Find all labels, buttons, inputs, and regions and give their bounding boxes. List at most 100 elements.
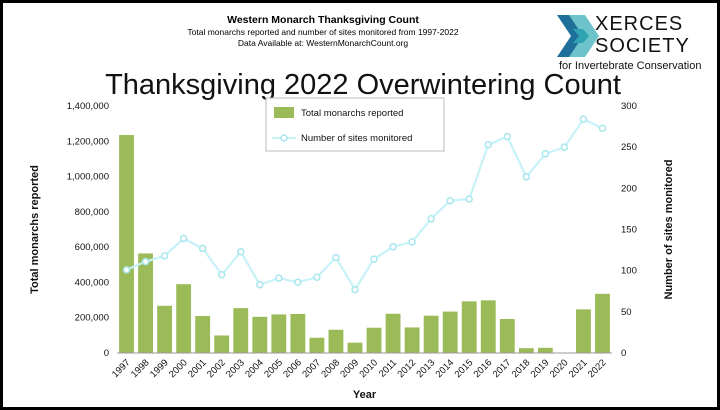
bar bbox=[290, 313, 306, 353]
line-point bbox=[217, 271, 226, 279]
header-data-note: Data Available at: WesternMonarchCount.o… bbox=[237, 38, 409, 48]
x-tick-label: 2010 bbox=[357, 357, 380, 380]
x-axis-ticks: 1997199819992000200120022003200420052006… bbox=[110, 357, 609, 380]
line-point bbox=[503, 132, 512, 141]
bar bbox=[518, 348, 534, 353]
y-axis-label: Total monarchs reported bbox=[29, 165, 41, 294]
line-point bbox=[579, 115, 588, 123]
legend-line-marker bbox=[280, 134, 288, 142]
header-title: Western Monarch Thanksgiving Count bbox=[227, 14, 419, 26]
bar bbox=[499, 319, 515, 353]
x-tick-label: 2005 bbox=[262, 357, 285, 380]
line-point bbox=[484, 140, 492, 149]
x-tick-label: 2018 bbox=[510, 357, 533, 380]
bar bbox=[214, 335, 230, 353]
legend-box bbox=[265, 97, 445, 152]
left-tick-label: 0 bbox=[104, 348, 109, 359]
left-tick-label: 1,400,000 bbox=[67, 101, 109, 112]
x-tick-label: 2009 bbox=[338, 357, 361, 380]
bar bbox=[309, 337, 325, 353]
bar bbox=[366, 327, 382, 353]
line-point bbox=[179, 234, 188, 243]
bar bbox=[461, 301, 477, 353]
left-tick-label: 400,000 bbox=[75, 277, 109, 288]
logo-line-1: XERCES bbox=[595, 13, 684, 35]
bar bbox=[347, 342, 363, 353]
bar bbox=[576, 309, 591, 353]
bar bbox=[423, 315, 439, 353]
x-tick-label: 2013 bbox=[415, 357, 438, 380]
bar bbox=[271, 314, 287, 353]
line-point bbox=[446, 196, 454, 205]
header-subtitle: Total monarchs reported and number of si… bbox=[187, 27, 459, 37]
line-point bbox=[598, 124, 607, 132]
x-tick-label: 2022 bbox=[586, 357, 609, 380]
line-point bbox=[408, 238, 416, 246]
x-tick-label: 2016 bbox=[472, 357, 495, 380]
bar bbox=[442, 311, 458, 353]
x-tick-label: 1998 bbox=[129, 357, 152, 380]
line-point bbox=[141, 257, 150, 266]
bar bbox=[537, 347, 553, 353]
bar bbox=[233, 308, 249, 353]
line-point bbox=[237, 247, 245, 256]
x-tick-label: 2003 bbox=[224, 357, 247, 380]
bar bbox=[252, 316, 268, 353]
legend-bar-swatch bbox=[274, 107, 294, 118]
line-point bbox=[560, 143, 569, 151]
chart-title: Thanksgiving 2022 Overwintering Count bbox=[105, 69, 621, 101]
left-axis-ticks: 0 200,000 400,000 600,000 800,000 1,000,000 1,… bbox=[67, 101, 109, 359]
line-point bbox=[198, 244, 207, 253]
line-point bbox=[370, 255, 378, 263]
x-tick-label: 2004 bbox=[243, 357, 266, 380]
left-tick-label: 800,000 bbox=[75, 207, 109, 218]
legend-bar-label: Total monarchs reported bbox=[301, 108, 403, 119]
bar bbox=[157, 305, 173, 353]
bar bbox=[176, 284, 192, 353]
left-tick-label: 1,000,000 bbox=[67, 172, 109, 183]
x-tick-label: 2020 bbox=[548, 357, 571, 380]
left-tick-label: 200,000 bbox=[75, 313, 109, 324]
line-path bbox=[126, 117, 603, 292]
right-tick-label: 250 bbox=[621, 142, 637, 153]
right-tick-label: 0 bbox=[621, 348, 626, 359]
x-tick-label: 2006 bbox=[281, 357, 304, 380]
x-tick-label: 2008 bbox=[319, 357, 342, 380]
legend-line-label: Number of sites monitored bbox=[301, 133, 412, 144]
left-tick-label: 1,200,000 bbox=[67, 136, 109, 147]
x-tick-label: 2001 bbox=[186, 357, 209, 380]
bar bbox=[195, 316, 211, 353]
x-tick-label: 2017 bbox=[491, 357, 514, 380]
line-point bbox=[256, 280, 264, 289]
right-tick-label: 100 bbox=[621, 266, 637, 277]
line-point bbox=[275, 274, 283, 282]
x-tick-label: 1997 bbox=[110, 357, 133, 380]
x-tick-label: 2000 bbox=[167, 357, 190, 380]
x-tick-label: 1999 bbox=[148, 357, 171, 380]
legend: Total monarchs reported Number of sites … bbox=[265, 97, 445, 152]
x-tick-label: 2002 bbox=[205, 357, 228, 380]
line-point bbox=[522, 173, 531, 181]
x-tick-label: 2021 bbox=[567, 357, 590, 380]
bar bbox=[385, 313, 401, 353]
x-tick-label: 2007 bbox=[300, 357, 323, 380]
line-point bbox=[332, 253, 340, 262]
bar-series bbox=[119, 135, 610, 353]
xerces-x-mark-icon bbox=[557, 15, 599, 57]
line-point bbox=[313, 273, 321, 282]
left-tick-label: 600,000 bbox=[75, 242, 109, 253]
line-point bbox=[351, 285, 359, 294]
line-point bbox=[160, 252, 169, 260]
right-tick-label: 300 bbox=[621, 101, 637, 112]
xerces-society-logo: XERCES SOCIETY for Invertebrate Conserva… bbox=[551, 11, 720, 81]
line-point bbox=[122, 266, 131, 274]
chart-header: Western Monarch Thanksgiving Count Total… bbox=[173, 13, 473, 49]
line-point bbox=[465, 195, 473, 203]
x-tick-label: 2015 bbox=[453, 357, 476, 380]
logo-line-2: SOCIETY bbox=[595, 35, 690, 57]
bar bbox=[328, 329, 344, 353]
logo-line-3: for Invertebrate Conservation bbox=[559, 60, 702, 72]
right-tick-label: 50 bbox=[621, 307, 632, 318]
line-series bbox=[122, 115, 607, 294]
